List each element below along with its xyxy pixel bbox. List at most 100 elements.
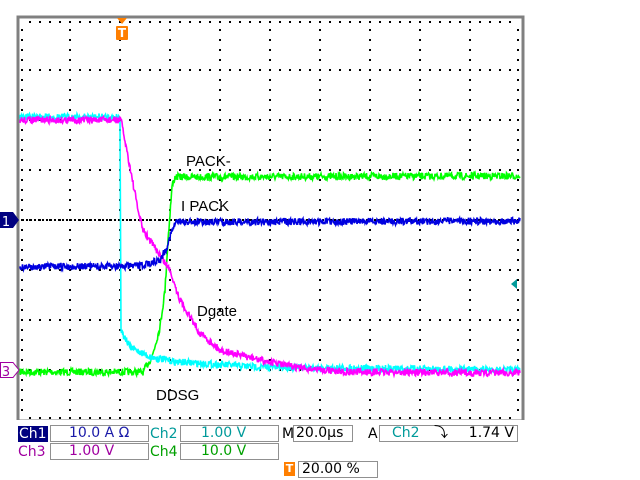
ch2-scale[interactable]: 1.00 V <box>180 425 279 442</box>
center-tick <box>418 219 420 221</box>
grid-dot <box>439 69 441 71</box>
grid-dot <box>469 29 471 31</box>
edge-tick <box>21 209 23 211</box>
grid-dot <box>369 119 371 121</box>
center-tick <box>98 219 100 221</box>
grid-dot <box>49 319 51 321</box>
center-tick <box>374 219 376 221</box>
ch1-scale[interactable]: 10.0 A Ω <box>50 425 149 442</box>
trigger-position-marker[interactable]: T <box>116 18 128 40</box>
grid-dot <box>119 289 121 291</box>
grid-dot <box>319 119 321 121</box>
edge-tick <box>21 299 23 301</box>
grid-dot <box>69 349 71 351</box>
edge-tick <box>309 417 311 419</box>
grid-dot <box>229 119 231 121</box>
edge-tick <box>159 21 161 23</box>
edge-tick <box>189 417 191 419</box>
center-tick <box>130 219 132 221</box>
ch3-ground-marker[interactable]: 3 <box>0 362 20 381</box>
ch3-scale[interactable]: 1.00 V <box>50 443 149 460</box>
grid-dot <box>469 209 471 211</box>
falling-edge-icon: ⤵ <box>434 425 448 441</box>
grid-dot <box>339 69 341 71</box>
ch1-label[interactable]: Ch1 <box>18 426 48 442</box>
grid-dot <box>309 119 311 121</box>
grid-dot <box>69 339 71 341</box>
grid-dot <box>479 119 481 121</box>
edge-tick <box>199 417 201 419</box>
grid-dot <box>469 69 471 71</box>
center-tick <box>134 219 136 221</box>
grid-dot <box>69 29 71 31</box>
grid-dot <box>269 399 271 401</box>
grid-dot <box>309 69 311 71</box>
grid-dot <box>269 289 271 291</box>
grid-dot <box>69 79 71 81</box>
ch1-ground-marker[interactable]: 1 <box>0 212 19 230</box>
center-tick <box>202 219 204 221</box>
grid-dot <box>249 69 251 71</box>
grid-dot <box>469 319 471 321</box>
grid-dot <box>379 69 381 71</box>
edge-tick <box>489 417 491 419</box>
trigger-readout[interactable]: Ch2 ⤵ 1.74 V <box>379 425 518 442</box>
trigger-position-value[interactable]: 20.00 % <box>298 461 378 478</box>
edge-tick <box>21 169 23 171</box>
grid-dot <box>329 119 331 121</box>
grid-dot <box>369 279 371 281</box>
center-tick <box>58 219 60 221</box>
grid-dot <box>219 319 221 321</box>
grid-dot <box>469 109 471 111</box>
timebase-value[interactable]: 20.0µs <box>293 425 353 442</box>
grid-dot <box>359 269 361 271</box>
grid-dot <box>269 359 271 361</box>
grid-dot <box>469 129 471 131</box>
grid-dot <box>209 269 211 271</box>
grid-dot <box>449 169 451 171</box>
ch4-label[interactable]: Ch4 <box>150 444 178 460</box>
grid-dot <box>219 299 221 301</box>
center-tick <box>82 219 84 221</box>
grid-dot <box>489 269 491 271</box>
ch4-scale[interactable]: 10.0 V <box>180 443 279 460</box>
center-tick <box>230 219 232 221</box>
grid-dot <box>389 269 391 271</box>
grid-dot <box>249 369 251 371</box>
grid-dot <box>369 259 371 261</box>
edge-tick <box>517 389 519 391</box>
grid-dot <box>269 229 271 231</box>
edge-tick <box>119 417 121 419</box>
grid-dot <box>169 159 171 161</box>
grid-dot <box>169 29 171 31</box>
grid-dot <box>469 409 471 411</box>
grid-dot <box>119 369 121 371</box>
trigger-level-arrow[interactable] <box>511 279 517 289</box>
edge-tick <box>21 129 23 131</box>
edge-tick <box>139 417 141 419</box>
grid-dot <box>169 149 171 151</box>
grid-dot <box>419 149 421 151</box>
grid-dot <box>419 229 421 231</box>
center-tick <box>150 219 152 221</box>
ch2-label[interactable]: Ch2 <box>150 426 178 442</box>
edge-tick <box>517 349 519 351</box>
grid-dot <box>469 349 471 351</box>
grid-dot <box>339 169 341 171</box>
grid-dot <box>69 179 71 181</box>
grid-dot <box>469 269 471 271</box>
grid-dot <box>369 89 371 91</box>
grid-dot <box>219 59 221 61</box>
grid-dot <box>269 129 271 131</box>
grid-dot <box>299 69 301 71</box>
grid-dot <box>39 369 41 371</box>
grid-dot <box>129 69 131 71</box>
grid-dot <box>69 129 71 131</box>
center-tick <box>210 219 212 221</box>
grid-dot <box>219 149 221 151</box>
grid-dot <box>309 269 311 271</box>
center-tick <box>114 219 116 221</box>
ch3-label[interactable]: Ch3 <box>18 444 46 460</box>
edge-tick <box>21 69 23 71</box>
grid-dot <box>419 49 421 51</box>
